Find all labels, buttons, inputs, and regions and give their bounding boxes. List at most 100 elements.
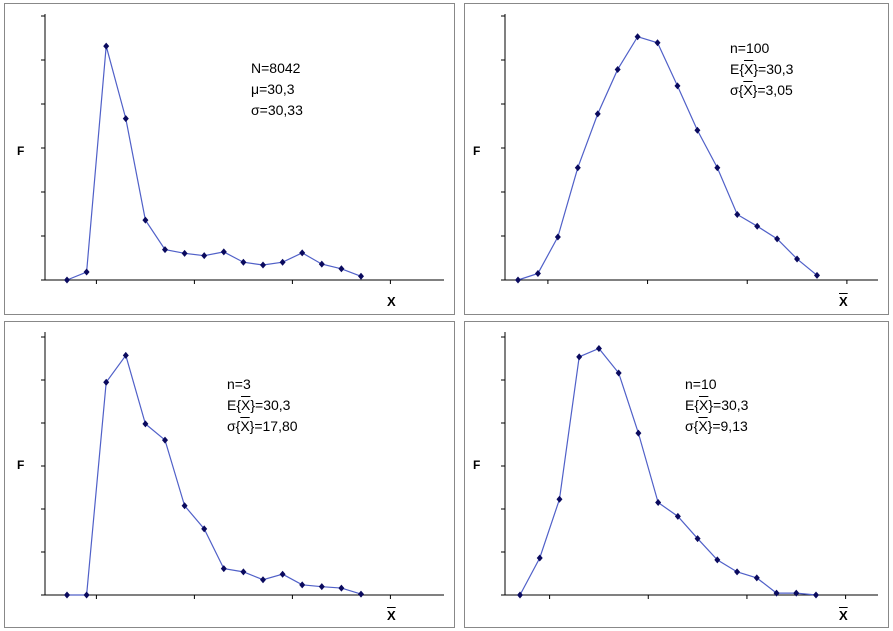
y-axis-label: F [473,144,481,158]
data-point [142,420,149,428]
stats-line: σ{X}=3,05 [730,82,793,98]
data-point [754,222,761,230]
x-axis-label: X [387,608,396,623]
data-point [64,276,70,284]
data-point [556,495,563,503]
chart-svg [41,332,444,599]
series-line [66,45,362,281]
data-point [162,436,168,444]
stats-line: σ=30,33 [251,102,303,118]
data-point [635,429,642,437]
data-point [734,568,741,576]
series-line [519,347,817,596]
stats-line: E{X}=30,3 [685,397,749,413]
data-point [655,499,662,506]
data-point [773,589,780,597]
data-point [358,590,364,598]
data-point [181,502,188,510]
data-point [674,512,681,520]
data-point [299,249,306,257]
data-point [83,591,90,599]
data-point [595,344,602,352]
data-point [122,115,129,123]
data-point [201,525,208,533]
data-point [83,268,90,276]
data-point [240,258,247,266]
data-point [279,258,286,266]
chart-svg [41,14,444,284]
data-point [793,589,800,597]
stats-line: E{X}=30,3 [227,397,291,413]
data-point [318,260,325,268]
stats-line: n=3 [227,376,251,392]
y-axis-label: F [473,458,481,472]
data-point [201,252,208,260]
data-point [794,255,801,263]
data-point [774,235,781,243]
x-axis-label: X [839,608,848,623]
stats-line: σ{X}=9,13 [685,418,748,434]
data-point [299,581,306,589]
data-point [103,378,110,386]
x-axis-label: X [387,294,396,309]
data-point [694,535,701,543]
series-line [67,354,362,596]
stats-annotation: n=100 E{X}=30,3 σ{X}=3,05 [730,38,793,101]
data-point [260,576,266,584]
data-point [358,272,364,280]
stats-line: N=8042 [251,60,301,76]
chart-svg [501,332,878,599]
data-point [594,110,601,118]
data-point [240,568,247,576]
data-point [142,216,149,224]
stats-annotation: n=3 E{X}=30,3 σ{X}=17,80 [227,374,298,437]
data-point [714,164,721,172]
stats-annotation: n=10 E{X}=30,3 σ{X}=9,13 [685,374,748,437]
data-point [534,269,541,277]
data-point [554,233,561,241]
data-point [181,249,188,257]
data-point [753,574,760,582]
data-point [338,265,345,273]
data-point [536,554,543,562]
data-point [615,369,622,377]
data-point [634,33,641,41]
data-point [515,276,521,284]
data-point [654,39,661,47]
data-point [814,271,820,279]
data-point [279,570,286,578]
data-point [318,583,325,591]
data-point [674,82,681,90]
stats-line: μ=30,3 [251,81,295,97]
data-point [103,42,110,50]
data-point [122,351,129,359]
data-point [614,65,621,73]
data-point [576,353,583,361]
data-point [574,164,581,172]
data-point [338,584,345,592]
y-axis-label: F [17,458,25,472]
stats-line: E{X}=30,3 [730,61,794,77]
chart-panel-top-left: F X N=8042 μ=30,3 σ=30,33 [4,3,455,315]
chart-svg [501,14,878,284]
stats-line: σ{X}=17,80 [227,418,298,434]
data-point [517,591,523,599]
data-point [162,246,168,254]
stats-annotation: N=8042 μ=30,3 σ=30,33 [251,58,303,121]
data-point [714,556,721,564]
stats-line: n=10 [685,376,717,392]
data-point [260,261,266,269]
data-point [734,211,741,218]
y-axis-label: F [17,144,25,158]
data-point [64,591,70,599]
data-point [220,248,227,256]
data-point [220,565,227,573]
x-axis-label: X [839,294,848,309]
series-line [517,36,818,281]
stats-line: n=100 [730,40,770,56]
data-point [694,126,701,134]
